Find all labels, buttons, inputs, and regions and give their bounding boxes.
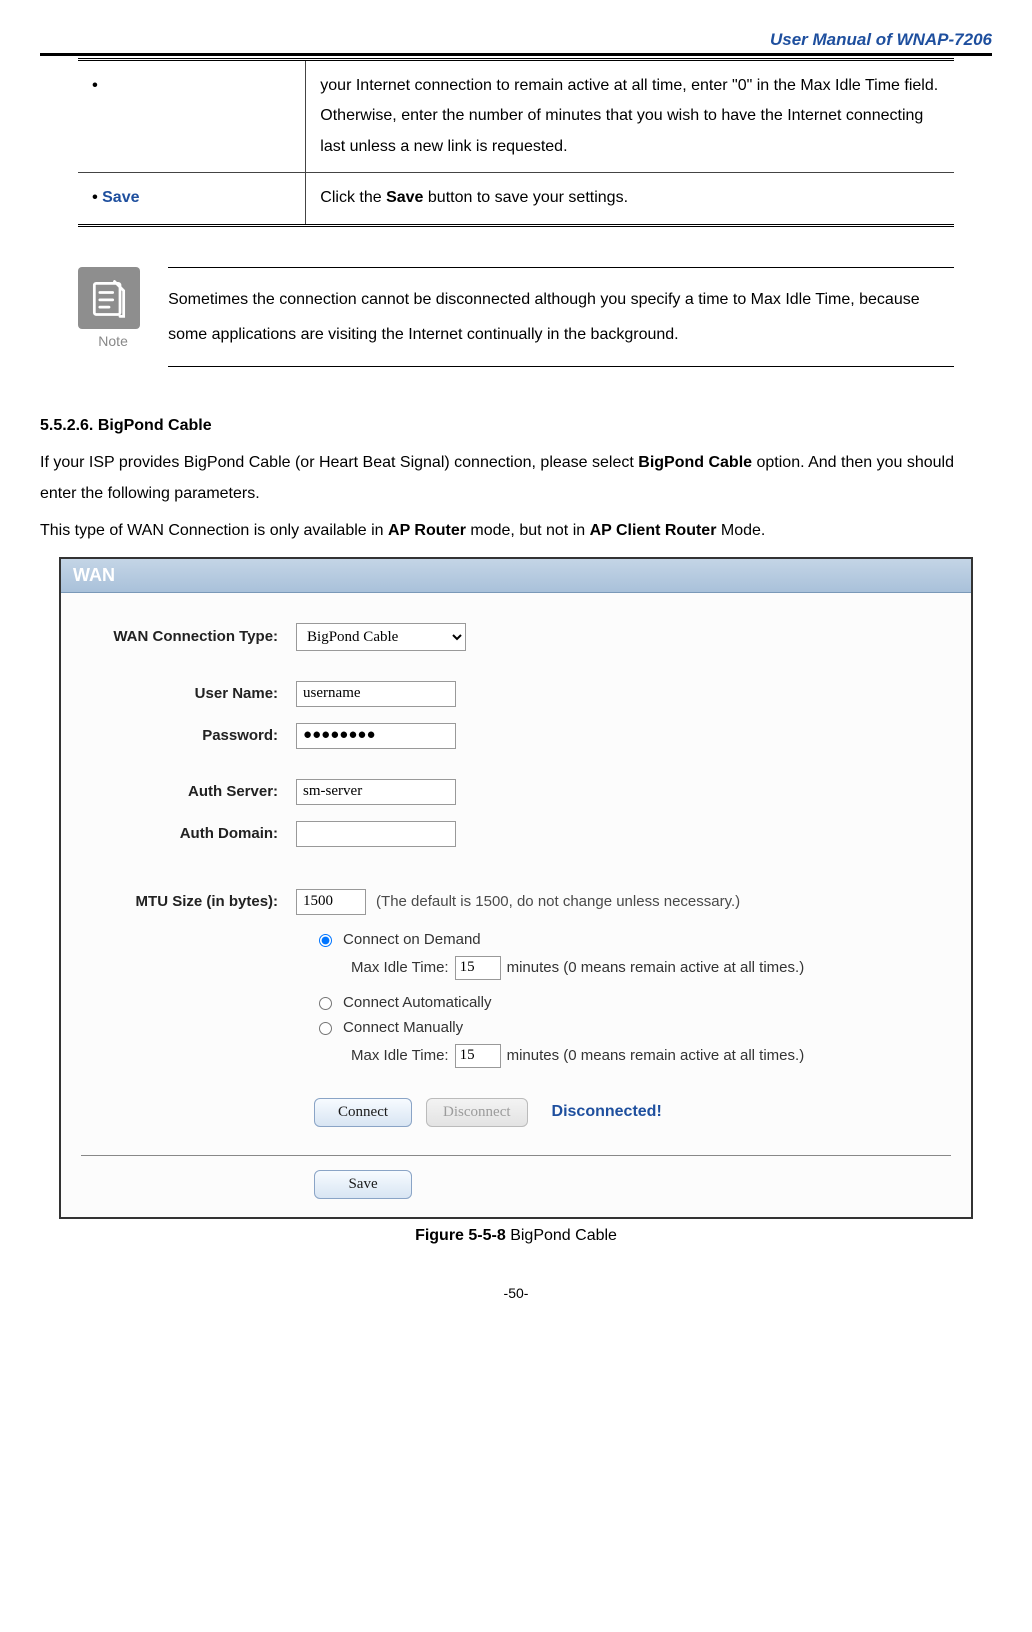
disconnect-button[interactable]: Disconnect	[426, 1098, 527, 1127]
wan-panel-body: WAN Connection Type: BigPond Cable User …	[61, 593, 971, 1217]
save-row: Save	[81, 1155, 951, 1199]
param-label-empty: .	[78, 60, 306, 173]
save-button[interactable]: Save	[314, 1170, 412, 1199]
radio-connect-manual[interactable]: Connect Manually	[314, 1019, 951, 1036]
section-number: 5.5.2.6.	[40, 417, 93, 434]
text-bold: Save	[386, 189, 423, 206]
figure-caption: Figure 5-5-8 BigPond Cable	[40, 1227, 992, 1245]
page-number: -50-	[40, 1285, 992, 1301]
mtu-input[interactable]	[296, 889, 366, 915]
table-row: . your Internet connection to remain act…	[78, 60, 954, 173]
max-idle-row-2: Max Idle Time: minutes (0 means remain a…	[351, 1044, 951, 1068]
text-bold: BigPond Cable	[638, 454, 752, 471]
parameter-table: . your Internet connection to remain act…	[78, 58, 954, 227]
wan-panel: WAN WAN Connection Type: BigPond Cable U…	[59, 557, 973, 1219]
radio-connect-on-demand[interactable]: Connect on Demand	[314, 931, 951, 948]
max-idle-row-1: Max Idle Time: minutes (0 means remain a…	[351, 956, 951, 980]
mtu-hint: (The default is 1500, do not change unle…	[376, 893, 740, 910]
param-label-save: Save	[78, 173, 306, 225]
connect-button-row: Connect Disconnect Disconnected!	[314, 1098, 951, 1127]
connect-button[interactable]: Connect	[314, 1098, 412, 1127]
label-auth-server: Auth Server:	[81, 783, 296, 800]
username-input[interactable]	[296, 681, 456, 707]
note-block: Note Sometimes the connection cannot be …	[78, 267, 954, 367]
radio-input[interactable]	[319, 934, 332, 947]
header-rule	[40, 53, 992, 56]
max-idle-input-2[interactable]	[455, 1044, 501, 1068]
radio-input[interactable]	[319, 1022, 332, 1035]
note-icon	[78, 267, 140, 329]
doc-header-title: User Manual of WNAP-7206	[40, 30, 992, 50]
note-icon-wrap: Note	[78, 267, 148, 349]
text: Max Idle Time:	[351, 959, 449, 976]
text-bold: AP Client Router	[590, 522, 717, 539]
section-paragraph: If your ISP provides BigPond Cable (or H…	[40, 447, 992, 509]
label-conn-type: WAN Connection Type:	[81, 628, 296, 645]
auth-domain-input[interactable]	[296, 821, 456, 847]
section-paragraph: This type of WAN Connection is only avai…	[40, 515, 992, 546]
connection-status: Disconnected!	[552, 1103, 662, 1121]
param-desc-save: Click the Save button to save your setti…	[306, 173, 954, 225]
section-heading: 5.5.2.6. BigPond Cable	[40, 417, 992, 435]
text: Mode.	[716, 522, 765, 539]
text: Max Idle Time:	[351, 1047, 449, 1064]
label-password: Password:	[81, 727, 296, 744]
radio-input[interactable]	[319, 997, 332, 1010]
text: minutes (0 means remain active at all ti…	[507, 959, 805, 976]
password-input[interactable]	[296, 723, 456, 749]
text: Click the	[320, 189, 386, 206]
param-desc: your Internet connection to remain activ…	[306, 60, 954, 173]
note-label: Note	[78, 333, 148, 349]
radio-label: Connect Automatically	[343, 994, 491, 1011]
text: If your ISP provides BigPond Cable (or H…	[40, 454, 638, 471]
wan-panel-title: WAN	[61, 559, 971, 593]
figure-label-rest: BigPond Cable	[506, 1227, 617, 1244]
auth-server-input[interactable]	[296, 779, 456, 805]
text: button to save your settings.	[423, 189, 628, 206]
text-bold: AP Router	[388, 522, 466, 539]
text: mode, but not in	[466, 522, 590, 539]
label-auth-domain: Auth Domain:	[81, 825, 296, 842]
section-title: BigPond Cable	[98, 417, 212, 434]
text: minutes (0 means remain active at all ti…	[507, 1047, 805, 1064]
figure-label-bold: Figure 5-5-8	[415, 1227, 506, 1244]
radio-label: Connect Manually	[343, 1019, 463, 1036]
label-mtu: MTU Size (in bytes):	[81, 893, 296, 910]
radio-label: Connect on Demand	[343, 931, 481, 948]
label-username: User Name:	[81, 685, 296, 702]
table-row: Save Click the Save button to save your …	[78, 173, 954, 225]
max-idle-input-1[interactable]	[455, 956, 501, 980]
conn-type-select[interactable]: BigPond Cable	[296, 623, 466, 651]
text: This type of WAN Connection is only avai…	[40, 522, 388, 539]
note-text: Sometimes the connection cannot be disco…	[168, 267, 954, 367]
radio-connect-auto[interactable]: Connect Automatically	[314, 994, 951, 1011]
